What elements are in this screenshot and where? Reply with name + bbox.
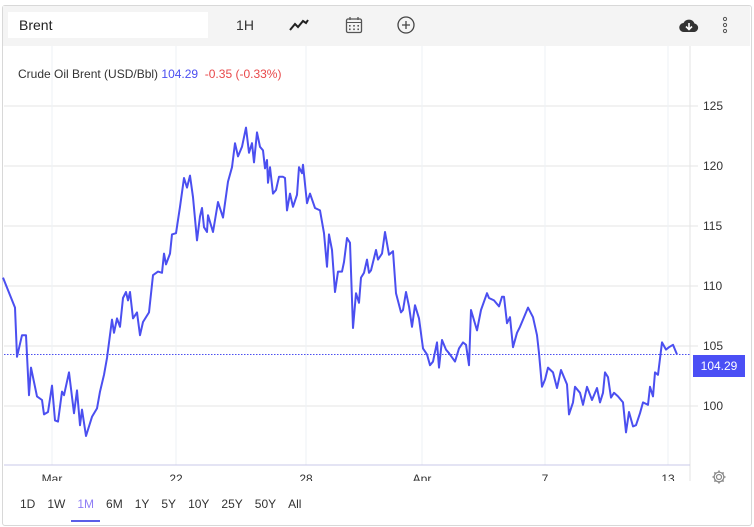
range-1w[interactable]: 1W [47,497,66,511]
interval-button[interactable]: 1H [236,17,254,33]
line-chart-icon [289,19,309,31]
settings-gear-icon[interactable] [711,469,727,485]
more-vertical-icon [722,16,728,34]
calendar-icon [345,17,363,34]
x-tick-label: Mar [42,472,63,481]
legend-name: Crude Oil Brent (USD/Bbl) [18,67,159,81]
cloud-download-icon [679,19,699,33]
y-tick-label: 115 [703,219,722,233]
range-50y[interactable]: 50Y [254,497,277,511]
y-tick-label: 110 [703,279,722,293]
y-tick-label: 105 [703,339,723,353]
download-button[interactable] [676,12,702,38]
chart-widget [2,5,752,526]
price-chart[interactable]: 100 105 110 115 120 125 Mar 22 28 Apr 7 13 [0,46,754,481]
date-range-button[interactable] [341,12,367,38]
more-menu-button[interactable] [715,12,735,38]
x-tick-label: 28 [299,472,313,481]
series-line [2,126,678,437]
y-tick-label: 125 [703,99,723,113]
range-all[interactable]: All [288,497,302,511]
x-tick-label: 7 [542,472,549,481]
symbol-search-input[interactable] [8,12,208,38]
y-tick-label: 100 [703,399,723,413]
y-tick-label: 120 [703,159,723,173]
x-tick-label: 22 [169,472,183,481]
x-tick-label: Apr [413,472,432,481]
add-indicator-button[interactable] [393,12,419,38]
legend-price: 104.29 [161,67,199,81]
range-6m[interactable]: 6M [106,497,123,511]
add-circle-icon [397,16,415,34]
range-25y[interactable]: 25Y [221,497,243,511]
x-tick-label: 13 [661,472,675,481]
range-1m[interactable]: 1M [71,496,101,522]
range-1d[interactable]: 1D [20,497,36,511]
legend-change: -0.35 (-0.33%) [204,67,282,81]
range-selector: 1D 1W 1M 6M 1Y 5Y 10Y 25Y 50Y All [14,496,307,522]
last-price-tag: 104.29 [693,355,745,377]
chart-legend: Crude Oil Brent (USD/Bbl) 104.29 -0.35 (… [18,67,281,81]
range-10y[interactable]: 10Y [188,497,210,511]
range-5y[interactable]: 5Y [161,497,177,511]
range-1y[interactable]: 1Y [134,497,150,511]
chart-type-button[interactable] [286,12,312,38]
